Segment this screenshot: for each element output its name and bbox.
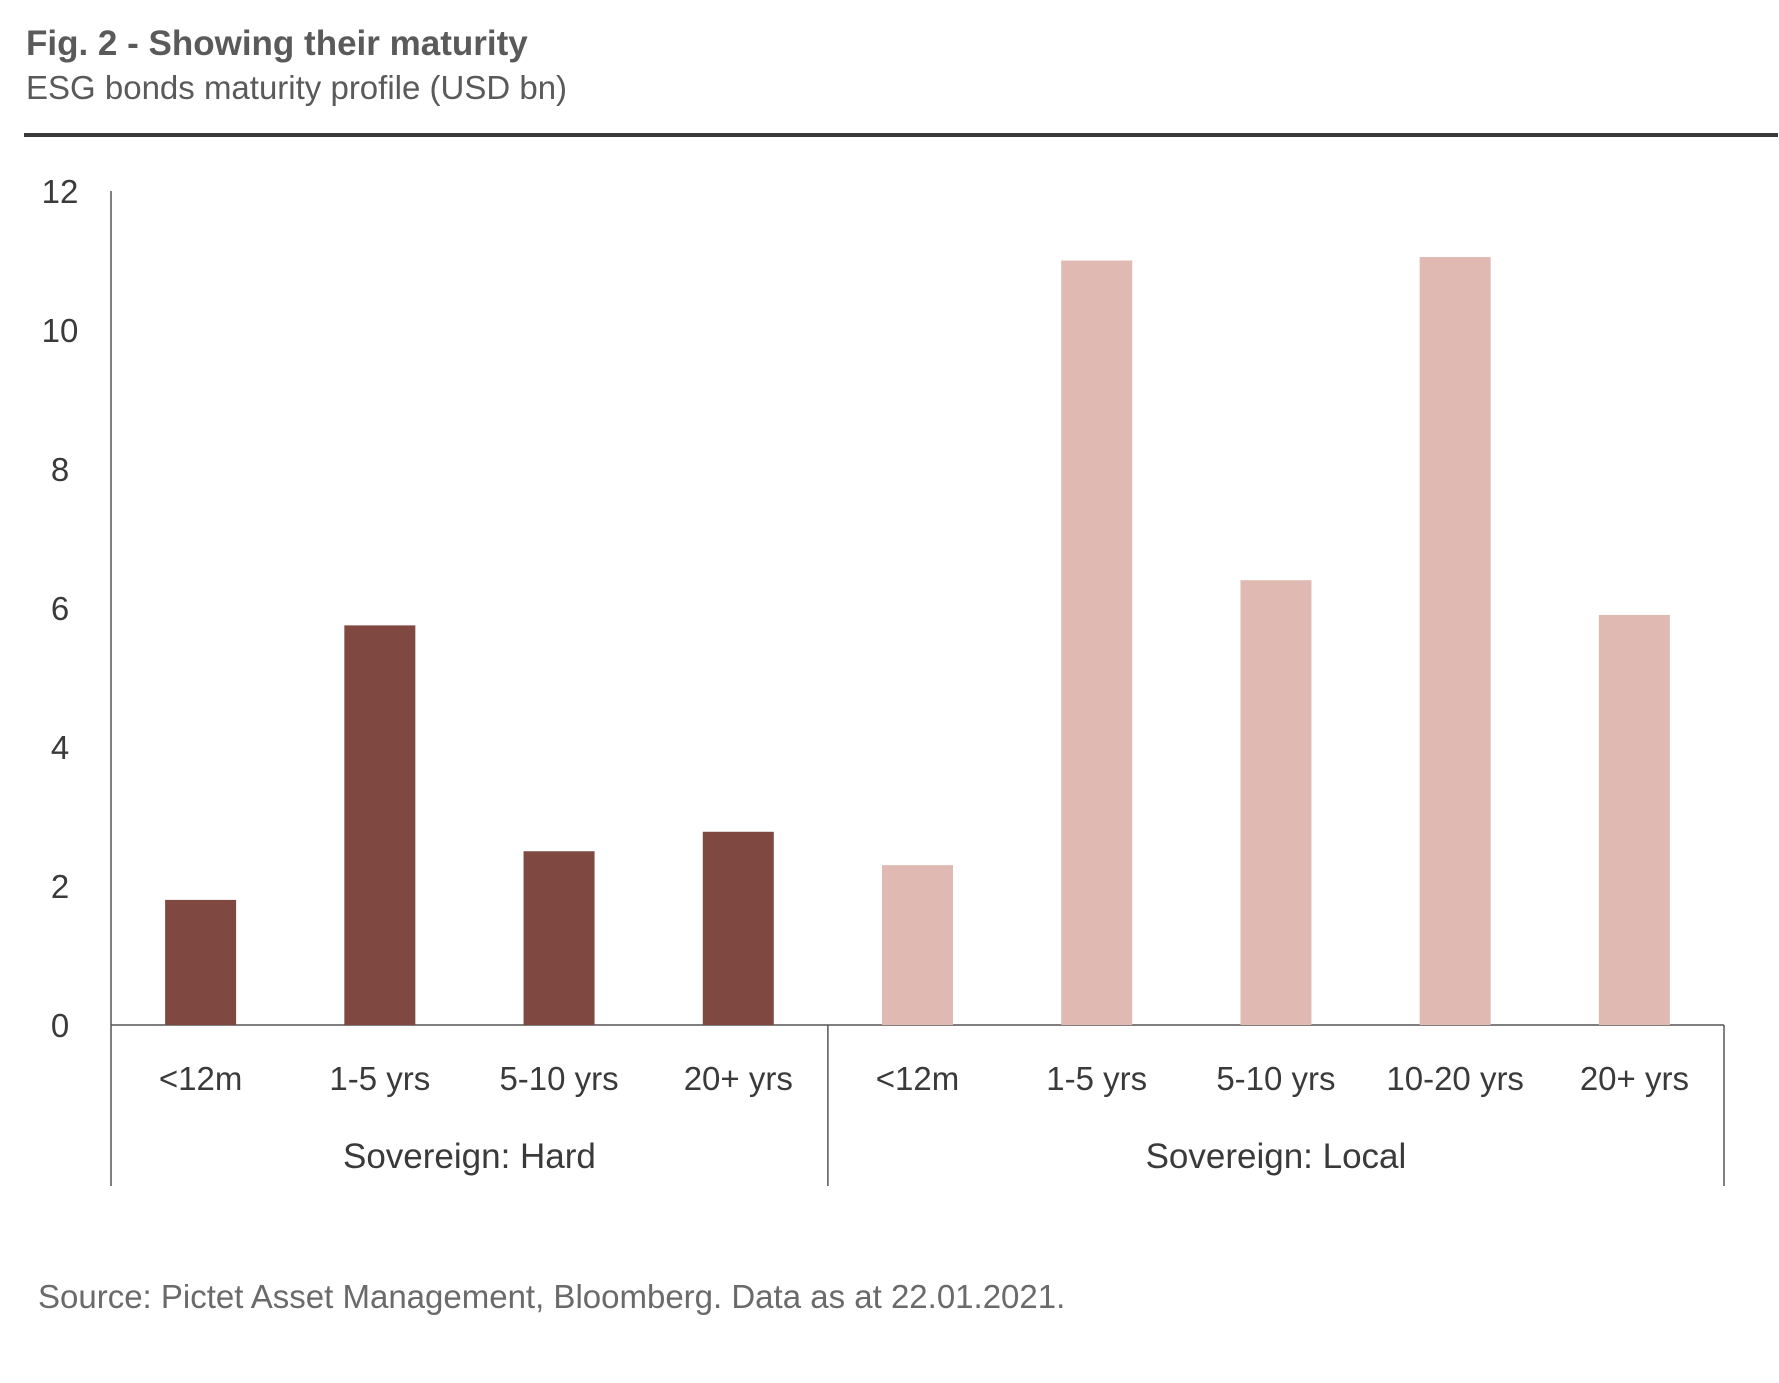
bar [702, 831, 774, 1025]
source-note: Source: Pictet Asset Management, Bloombe… [38, 1278, 1066, 1315]
y-tick-label: 8 [51, 451, 69, 488]
y-tick-label: 4 [51, 729, 69, 766]
x-tick-label: 5-10 yrs [1216, 1060, 1335, 1097]
bar [165, 899, 237, 1025]
x-tick-label: <12m [876, 1060, 959, 1097]
bar [523, 851, 595, 1025]
x-tick-label: <12m [159, 1060, 242, 1097]
chart-header: Fig. 2 - Showing their maturity ESG bond… [26, 22, 567, 110]
chart-title: Fig. 2 - Showing their maturity [26, 24, 528, 63]
bar [882, 865, 953, 1025]
x-tick-label: 1-5 yrs [1046, 1060, 1147, 1097]
bar [344, 625, 416, 1025]
y-tick-label: 0 [51, 1007, 69, 1044]
x-tick-label: 20+ yrs [1580, 1060, 1689, 1097]
bar [1061, 260, 1133, 1025]
group-label: Sovereign: Local [1146, 1137, 1407, 1176]
y-tick-label: 2 [51, 868, 69, 905]
bar [1598, 614, 1670, 1025]
chart-subtitle: ESG bonds maturity profile (USD bn) [26, 69, 568, 106]
x-tick-label: 10-20 yrs [1386, 1060, 1524, 1097]
bar [1419, 257, 1491, 1025]
bar [1240, 580, 1312, 1025]
x-tick-label: 5-10 yrs [499, 1060, 618, 1097]
x-tick-label: 1-5 yrs [329, 1060, 430, 1097]
group-label: Sovereign: Hard [343, 1137, 596, 1176]
y-tick-label: 12 [42, 173, 79, 210]
x-tick-label: 20+ yrs [684, 1060, 793, 1097]
header-divider [24, 133, 1778, 137]
y-tick-label: 10 [42, 312, 79, 349]
y-tick-label: 6 [51, 590, 69, 627]
